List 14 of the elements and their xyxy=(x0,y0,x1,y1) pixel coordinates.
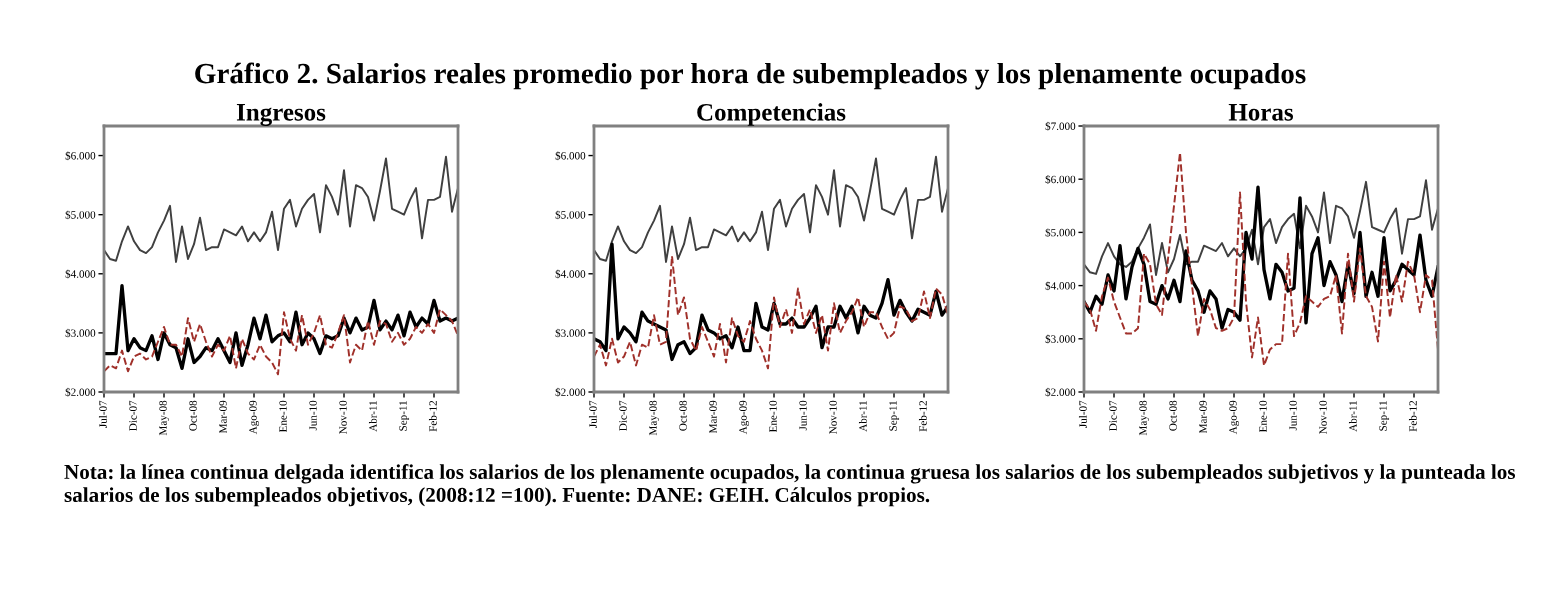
text: Gráfico 2. Salarios reales promedio por hora de subempleados y los plenamente ocupados xyxy=(195,62,1306,90)
text: Nota: la línea continua delgada identifica los salarios de los plenamente ocupados, la continua gruesa los salarios de los subempleados subjetivos y la punteada los salarios de los subempleados objetivos, (2008:12 =100). Fuente: DANE: GEIH. Cálculos propios. xyxy=(64,464,1516,507)
line-series xyxy=(594,255,948,370)
line-series xyxy=(1084,179,1438,276)
line-series xyxy=(594,242,948,362)
chart-title: Ingresos xyxy=(236,104,326,126)
line-series xyxy=(104,308,458,376)
chart-title: Competencias xyxy=(697,103,846,126)
line-series xyxy=(104,283,458,371)
line-series xyxy=(104,155,458,263)
line-series xyxy=(1084,151,1438,367)
line-series xyxy=(594,155,948,263)
line-series xyxy=(1084,185,1438,330)
chart-title: Horas xyxy=(1228,104,1294,121)
